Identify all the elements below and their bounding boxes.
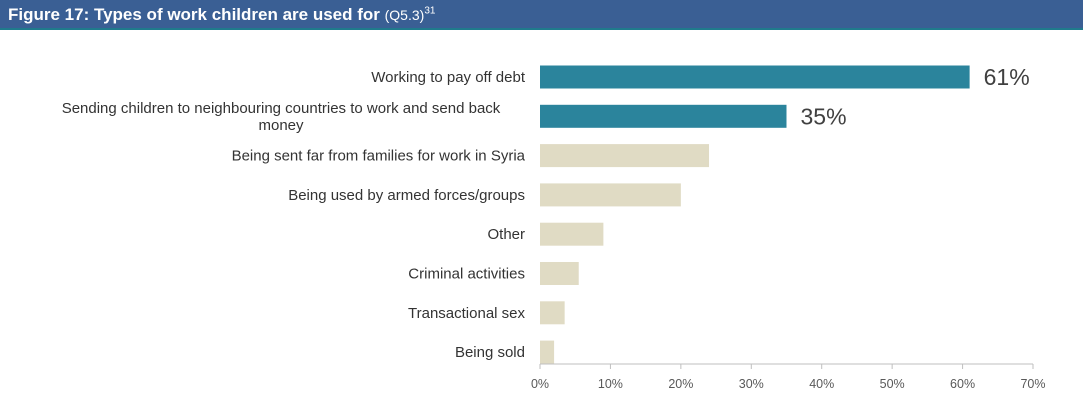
- x-tick-label: 50%: [880, 377, 905, 391]
- category-label-line: Criminal activities: [408, 266, 525, 283]
- category-label: Being used by armed forces/groups: [288, 187, 525, 204]
- bar: [540, 65, 970, 89]
- category-label: Transactional sex: [408, 305, 525, 322]
- x-tick-label: 20%: [668, 377, 693, 391]
- x-axis: 0% 10% 20% 30% 40% 50% 60% 70%: [531, 363, 1046, 391]
- bar: [540, 183, 681, 207]
- figure-header: Figure 17: Types of work children are us…: [0, 0, 1083, 30]
- category-label-line: Being sent far from families for work in…: [232, 148, 526, 165]
- bars-group: [540, 65, 970, 364]
- category-label-line: Sending children to neighbouring countri…: [62, 100, 501, 117]
- x-tick-label: 40%: [809, 377, 834, 391]
- data-labels: 61% 35%: [801, 64, 1030, 129]
- category-label: Being sent far from families for work in…: [232, 148, 526, 165]
- category-label-line: money: [258, 117, 304, 134]
- question-ref: (Q5.3): [384, 7, 425, 23]
- footnote-marker: 31: [424, 5, 436, 17]
- figure-title: Figure 17: Types of work children are us…: [8, 5, 435, 25]
- category-label: Other: [487, 226, 525, 243]
- data-label: 61%: [984, 64, 1030, 90]
- bar: [540, 301, 565, 325]
- category-label-line: Being used by armed forces/groups: [288, 187, 525, 204]
- data-label: 35%: [801, 103, 847, 129]
- x-tick-label: 60%: [950, 377, 975, 391]
- bar: [540, 104, 787, 128]
- figure-title-text: Figure 17: Types of work children are us…: [8, 5, 380, 24]
- category-label: Criminal activities: [408, 266, 525, 283]
- category-label-line: Transactional sex: [408, 305, 525, 322]
- category-label-line: Working to pay off debt: [371, 69, 526, 86]
- category-label: Sending children to neighbouring countri…: [62, 100, 501, 134]
- bar: [540, 340, 555, 364]
- category-labels: Working to pay off debt Sending children …: [62, 69, 526, 361]
- category-label-line: Being sold: [455, 344, 525, 361]
- x-tick-label: 10%: [598, 377, 623, 391]
- bar: [540, 222, 604, 246]
- category-label-line: Other: [487, 226, 525, 243]
- x-tick-label: 70%: [1020, 377, 1045, 391]
- bar: [540, 144, 710, 168]
- x-tick-label: 30%: [739, 377, 764, 391]
- x-tick-label: 0%: [531, 377, 549, 391]
- bar: [540, 262, 579, 285]
- category-label: Working to pay off debt: [371, 69, 526, 86]
- category-label: Being sold: [455, 344, 525, 361]
